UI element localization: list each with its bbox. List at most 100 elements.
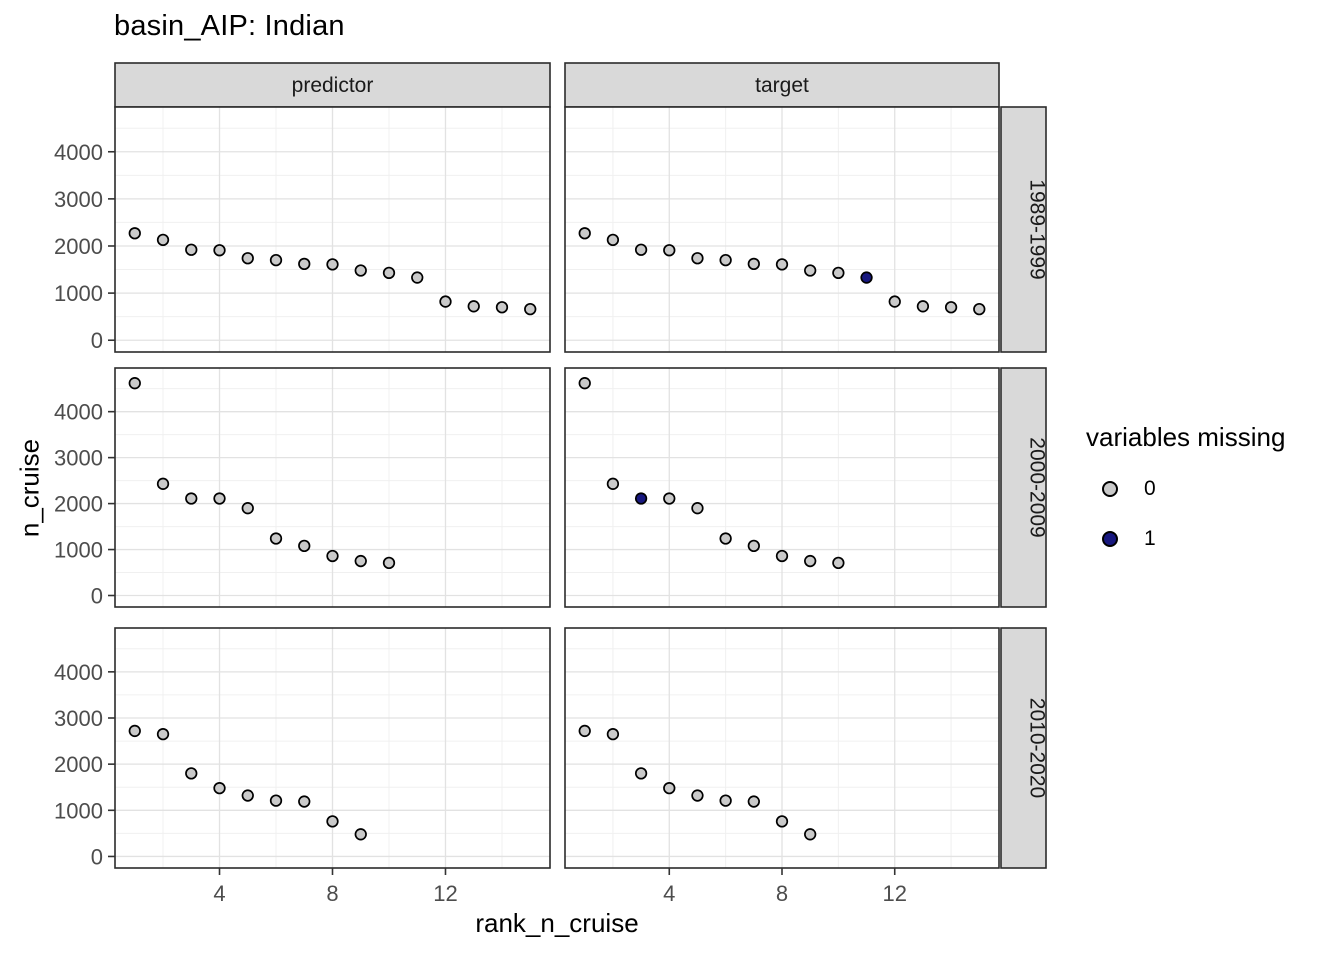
y-tick-label: 1000: [54, 538, 103, 563]
gridlines: [565, 628, 999, 868]
data-point: [185, 767, 198, 780]
y-axis: 0 1000 2000 3000 4000: [54, 660, 115, 869]
data-point: [354, 264, 367, 277]
data-point: [241, 789, 254, 802]
legend-swatch-navy-circle-icon: [1102, 531, 1118, 547]
data-point: [213, 244, 226, 257]
points: [578, 227, 986, 316]
data-point: [606, 233, 620, 247]
data-point: [747, 795, 760, 808]
y-axis-title: n_cruise: [14, 438, 45, 538]
y-tick-label: 0: [91, 328, 103, 353]
data-point: [888, 295, 901, 308]
facet-strip-label: 2010-2020: [1026, 698, 1049, 798]
data-point: [382, 556, 396, 570]
data-point: [719, 253, 732, 267]
data-point: [775, 258, 789, 271]
points: [128, 227, 537, 316]
facet-strip-right: 2010-2020: [1000, 627, 1049, 869]
data-point: [269, 794, 283, 807]
chart-title: basin_AIP: Indian: [114, 10, 345, 42]
y-tick-label: 1000: [54, 281, 103, 306]
data-point: [298, 257, 311, 271]
data-point: [578, 724, 591, 738]
data-point: [775, 549, 789, 563]
data-point: [634, 492, 648, 505]
data-point: [747, 539, 760, 553]
points: [578, 724, 817, 841]
data-point: [156, 728, 170, 741]
data-point: [298, 539, 311, 553]
data-point: [128, 724, 141, 738]
data-point: [747, 257, 760, 271]
data-point: [156, 477, 170, 490]
data-point: [269, 532, 283, 545]
x-tick-label: 8: [776, 881, 788, 906]
data-point: [326, 549, 339, 563]
data-point: [156, 233, 170, 247]
data-point: [269, 253, 283, 267]
data-point: [439, 295, 452, 308]
data-point: [832, 556, 845, 570]
data-point: [804, 554, 817, 568]
data-point: [719, 532, 732, 545]
points: [578, 377, 845, 570]
x-tick-label: 4: [213, 881, 225, 906]
y-tick-label: 4000: [54, 660, 103, 685]
data-point: [495, 301, 509, 314]
data-point: [634, 767, 648, 780]
data-point: [326, 258, 339, 271]
data-point: [524, 302, 537, 316]
data-point: [213, 492, 226, 505]
gridlines: [115, 368, 550, 607]
data-point: [663, 782, 676, 795]
legend-key-0-label: 0: [1144, 477, 1156, 500]
panel-border: [114, 367, 551, 608]
facet-strip-top: target: [564, 62, 1000, 108]
y-tick-label: 0: [91, 584, 103, 609]
panel-1989-1999-target: [564, 106, 1000, 353]
data-point: [241, 502, 254, 515]
data-point: [606, 477, 620, 490]
data-point: [354, 828, 367, 841]
y-tick-label: 2000: [54, 234, 103, 259]
facet-strip-right: 2000-2009: [1000, 367, 1049, 608]
y-tick-label: 3000: [54, 446, 103, 471]
x-tick-label: 12: [433, 881, 457, 906]
data-point: [128, 377, 141, 390]
panel-2010-2020-target: [564, 627, 1000, 869]
y-tick-label: 2000: [54, 492, 103, 517]
gridlines: [115, 107, 550, 352]
data-point: [691, 789, 704, 802]
facet-strip-right: 1989-1999: [1000, 106, 1049, 353]
data-point: [326, 815, 339, 828]
data-point: [804, 264, 817, 277]
legend-title: variables missing: [1086, 422, 1286, 452]
data-point: [411, 271, 424, 284]
data-point: [663, 492, 676, 505]
facet-strip-label: 1989-1999: [1026, 179, 1049, 279]
x-tick-label: 8: [326, 881, 338, 906]
data-point: [719, 794, 732, 807]
x-tick-label: 4: [663, 881, 675, 906]
data-point: [382, 266, 396, 279]
y-axis: 0 1000 2000 3000 4000: [54, 140, 115, 353]
panel-2000-2009-target: [564, 367, 1000, 608]
gridlines: [565, 107, 999, 352]
data-point: [775, 815, 789, 828]
data-point: [578, 377, 591, 390]
data-point: [944, 301, 958, 314]
gridlines: [115, 628, 550, 868]
data-point: [691, 252, 704, 265]
data-point: [128, 227, 141, 240]
legend-swatch-gray-circle-icon: [1102, 481, 1118, 497]
data-point: [860, 271, 873, 284]
data-point: [298, 795, 311, 808]
y-tick-label: 3000: [54, 706, 103, 731]
data-point: [241, 252, 254, 265]
panel-border: [564, 367, 1000, 608]
x-axis: 4 8 12: [663, 868, 907, 906]
data-point: [578, 227, 591, 240]
